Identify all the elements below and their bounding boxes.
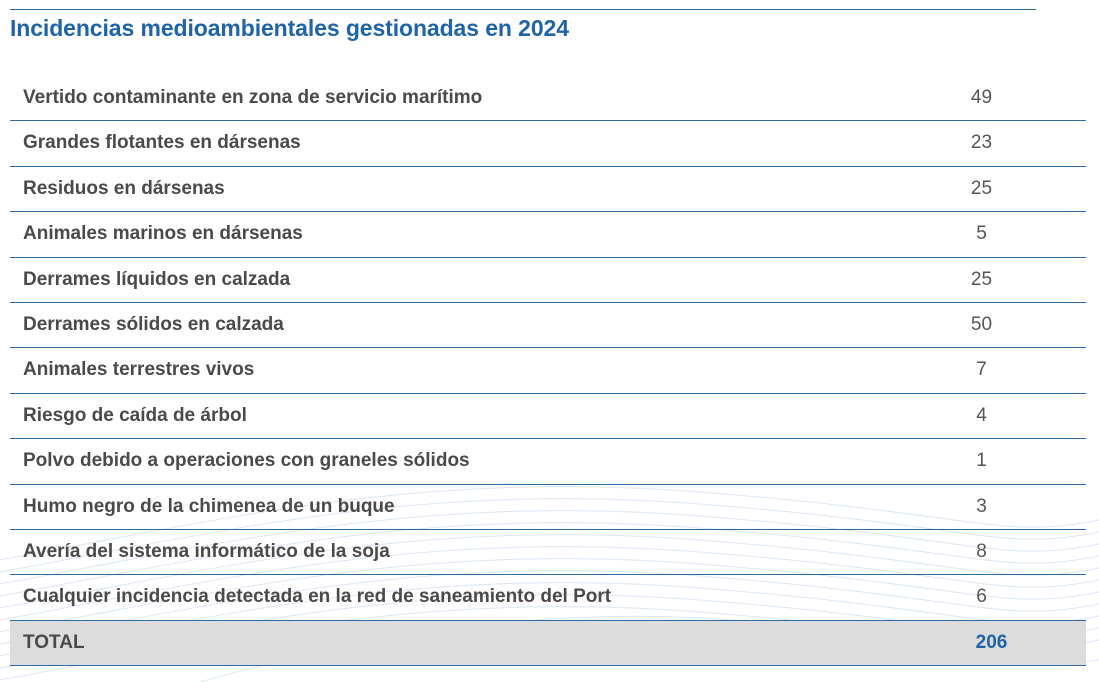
table-row: Cualquier incidencia detectada en la red… [10, 575, 1086, 621]
total-label: TOTAL [23, 631, 85, 653]
row-label: Derrames sólidos en calzada [23, 313, 284, 335]
table-row: Avería del sistema informático de la soj… [10, 530, 1086, 576]
row-value: 50 [970, 313, 993, 335]
row-value: 1 [976, 450, 987, 472]
row-value: 3 [976, 495, 987, 517]
table-row: Grandes flotantes en dársenas 23 [10, 121, 1086, 167]
incidents-table: Vertido contaminante en zona de servicio… [10, 76, 1086, 667]
row-label: Cualquier incidencia detectada en la red… [23, 586, 612, 608]
row-label: Animales terrestres vivos [23, 359, 255, 381]
row-value: 6 [976, 586, 987, 608]
row-label: Vertido contaminante en zona de servicio… [23, 87, 483, 108]
row-label: Grandes flotantes en dársenas [23, 132, 301, 154]
row-label: Humo negro de la chimenea de un buque [23, 495, 395, 517]
table-row: Humo negro de la chimenea de un buque 3 [10, 485, 1086, 530]
row-label: Derrames líquidos en calzada [23, 268, 291, 290]
table-row: Residuos en dársenas 25 [10, 167, 1086, 213]
row-value: 25 [970, 177, 993, 199]
row-label: Avería del sistema informático de la soj… [23, 540, 390, 562]
row-value: 25 [970, 268, 993, 290]
row-value: 8 [976, 540, 987, 562]
total-value: 206 [975, 631, 1008, 653]
row-label: Residuos en dársenas [23, 177, 225, 199]
table-row: Derrames líquidos en calzada 25 [10, 258, 1086, 303]
table-row: Animales terrestres vivos 7 [10, 348, 1086, 394]
row-value: 5 [976, 223, 987, 245]
row-label: Polvo debido a operaciones con graneles … [23, 450, 470, 472]
table-row: Animales marinos en dársenas 5 [10, 212, 1086, 258]
total-row: TOTAL 206 [10, 620, 1086, 667]
row-value: 7 [976, 359, 987, 381]
row-label: Riesgo de caída de árbol [23, 404, 247, 426]
top-rule [10, 9, 1036, 10]
table-row: Derrames sólidos en calzada 50 [10, 303, 1086, 349]
row-value: 49 [970, 87, 993, 108]
table-row: Vertido contaminante en zona de servicio… [10, 76, 1086, 122]
table-row: Riesgo de caída de árbol 4 [10, 394, 1086, 440]
page-title: Incidencias medioambientales gestionadas… [10, 15, 569, 41]
row-label: Animales marinos en dársenas [23, 223, 303, 245]
row-value: 23 [970, 132, 993, 154]
row-value: 4 [976, 404, 987, 426]
table-row: Polvo debido a operaciones con graneles … [10, 439, 1086, 485]
